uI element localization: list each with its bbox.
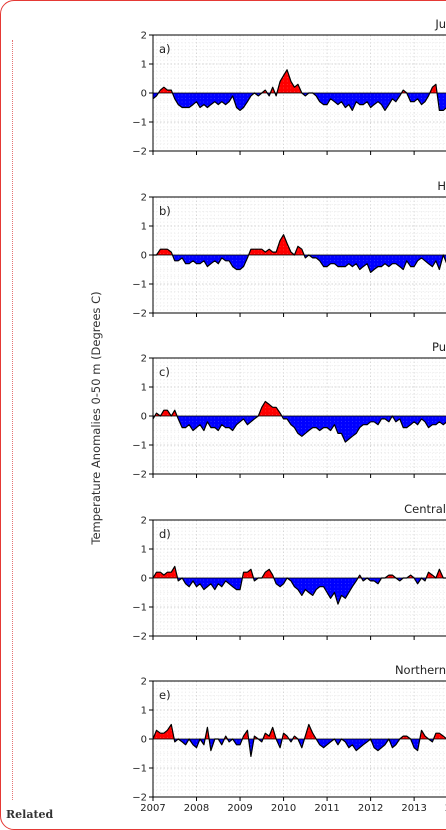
x-tick-label: 2011: [314, 803, 339, 814]
anomaly-series-line: [152, 400, 446, 443]
panel-letter: a): [159, 42, 171, 56]
y-tick-label: −1: [132, 280, 147, 291]
y-tick-label: 1: [141, 706, 147, 717]
y-axis-label: Temperature Anomalies 0-50 m (Degrees C): [89, 291, 103, 545]
positive-anomaly-area: [153, 69, 446, 93]
panel-title: Northern: [395, 663, 446, 677]
y-tick-label: 1: [141, 60, 147, 71]
negative-anomaly-area: [153, 739, 446, 757]
anomaly-series-line: [153, 234, 446, 273]
anomaly-series-line: [152, 723, 446, 758]
x-tick-label: 2010: [271, 803, 296, 814]
y-tick-label: 2: [141, 31, 147, 42]
panel-title: Pu: [432, 340, 446, 354]
y-tick-label: −1: [132, 441, 147, 452]
figure-left-edge: [12, 40, 13, 800]
panel-1: 2 1 0 −1 −2 a) Ju: [132, 17, 446, 158]
y-tick-label: −2: [132, 147, 147, 158]
panel-title: Ju: [434, 17, 446, 31]
panel-letter: c): [159, 365, 170, 379]
panel-title: Central: [404, 502, 446, 516]
y-tick-label: −2: [132, 632, 147, 643]
y-tick-label: −2: [132, 793, 147, 804]
x-tick-label: 2012: [358, 803, 383, 814]
y-tick-label: 2: [141, 516, 147, 527]
panel-4: 2 1 0 −1 −2 d) Central: [132, 502, 446, 643]
y-tick-label: 0: [141, 89, 147, 100]
anomaly-series-line: [152, 69, 446, 112]
y-tick-label: −2: [132, 470, 147, 481]
x-tick-label: 2008: [184, 803, 209, 814]
y-tick-label: 0: [141, 412, 147, 423]
panel-letter: b): [159, 204, 171, 218]
y-tick-label: 1: [141, 545, 147, 556]
x-tick-label: 2013: [401, 803, 426, 814]
y-tick-label: 0: [141, 251, 147, 262]
panel-letter: d): [159, 527, 171, 541]
panel-title: H: [437, 179, 446, 193]
y-tick-label: 2: [141, 677, 147, 688]
x-tick-label: 2007: [140, 803, 165, 814]
negative-anomaly-area: [153, 255, 446, 273]
y-tick-label: −2: [132, 309, 147, 320]
y-tick-label: 0: [141, 735, 147, 746]
negative-anomaly-area: [153, 93, 446, 111]
x-tick-label: 2009: [227, 803, 252, 814]
y-tick-label: 2: [141, 354, 147, 365]
x-tick-label: 2014: [445, 803, 446, 814]
negative-anomaly-area: [153, 416, 446, 443]
y-tick-label: 1: [141, 222, 147, 233]
panel-2: 2 1 0 −1 −2 b) H: [132, 179, 446, 320]
y-tick-label: −1: [132, 764, 147, 775]
panel-3: 2 1 0 −1 −2 c) Pu: [132, 340, 446, 481]
y-tick-label: 2: [141, 193, 147, 204]
panels-group: 2 1 0 −1 −2 a) Ju 2 1 0 −1 −2 b) H 2 1 0 −1 −2 c) Pu 2 1 0 −1 −2 d…: [132, 17, 446, 814]
anomaly-series-line: [152, 565, 446, 605]
y-tick-label: −1: [132, 118, 147, 129]
y-tick-label: 1: [141, 383, 147, 394]
positive-anomaly-area: [153, 234, 446, 255]
panel-letter: e): [159, 688, 171, 702]
y-tick-label: 0: [141, 574, 147, 585]
y-tick-label: −1: [132, 603, 147, 614]
